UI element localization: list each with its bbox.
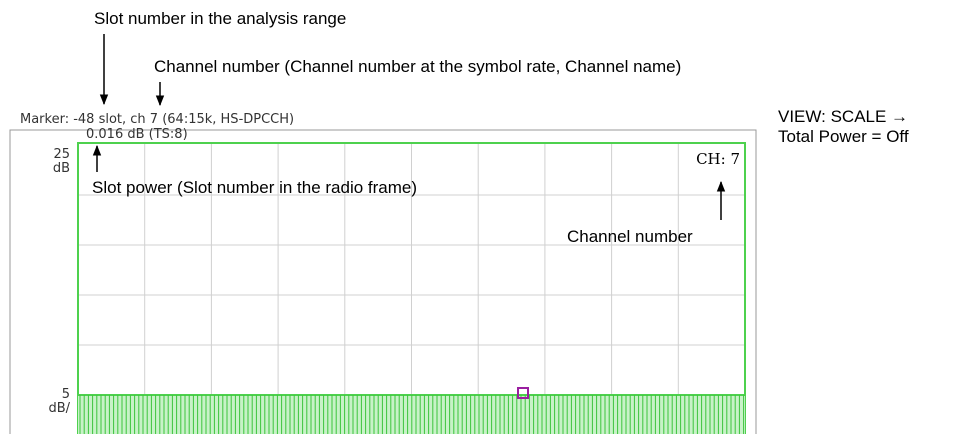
bottom-unit: dB/ [48, 401, 70, 416]
top-unit: dB [53, 161, 70, 176]
marker-text: Marker: -48 slot, ch 7 (64:15k, HS-DPCCH… [20, 112, 294, 127]
screen-frame [9, 129, 757, 434]
marker-value: 0.016 dB (TS:8) [86, 127, 188, 142]
annotation: Total Power = Off [778, 127, 909, 146]
annotation: Channel number [567, 227, 693, 246]
bottom-value: 5 [62, 387, 70, 402]
marker-box [517, 387, 529, 399]
slot-bars [78, 394, 745, 434]
annotation: Slot power (Slot number in the radio fra… [92, 178, 417, 197]
annotation: VIEW: SCALE → [778, 107, 908, 126]
channel-label: CH: 7 [696, 150, 740, 168]
annotation: Channel number (Channel number at the sy… [154, 57, 681, 76]
annotation: Slot number in the analysis range [94, 9, 346, 28]
top-value: 25 [53, 147, 70, 162]
graph-border [77, 142, 746, 434]
